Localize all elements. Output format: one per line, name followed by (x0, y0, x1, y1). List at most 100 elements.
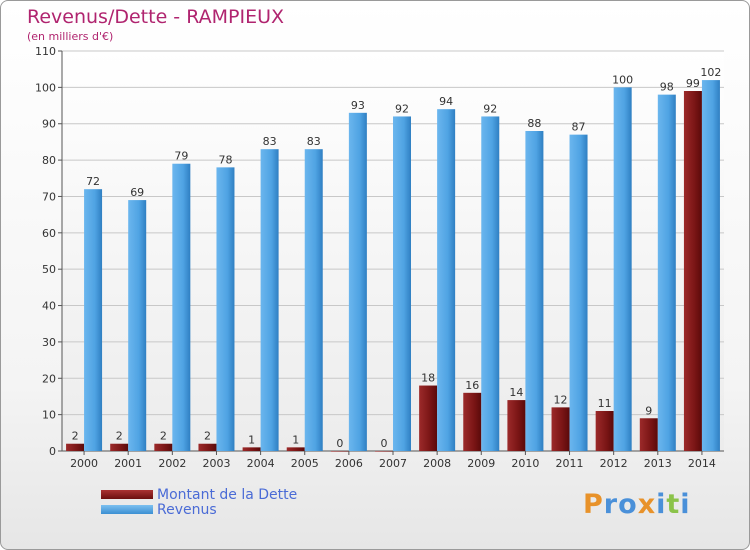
bar-revenus (216, 167, 235, 451)
legend-item-revenus: Revenus (101, 501, 297, 518)
y-tick-label: 10 (42, 409, 56, 422)
bar-revenus (172, 163, 191, 451)
data-label-revenus: 98 (660, 81, 674, 94)
bar-revenus (525, 131, 544, 451)
x-tick-label: 2002 (158, 457, 186, 470)
bar-dette (66, 443, 85, 451)
bar-dette (551, 407, 570, 451)
data-label-dette: 11 (598, 397, 612, 410)
y-tick-label: 20 (42, 372, 56, 385)
bar-dette (110, 443, 129, 451)
proxiti-logo: Proxiti (583, 489, 691, 520)
x-tick-label: 2005 (291, 457, 319, 470)
x-tick-label: 2010 (511, 457, 539, 470)
data-label-dette: 2 (116, 430, 123, 443)
logo-letter: o (618, 489, 638, 520)
bar-dette (463, 392, 482, 451)
chart-title: Revenus/Dette - RAMPIEUX (27, 6, 285, 28)
data-label-dette: 2 (72, 430, 79, 443)
bar-revenus (613, 87, 632, 451)
bar-dette (419, 385, 438, 451)
bar-revenus (128, 200, 147, 451)
legend-swatch-dette (101, 490, 153, 499)
bar-revenus (481, 116, 500, 452)
data-label-revenus: 93 (351, 99, 365, 112)
data-label-dette: 16 (465, 379, 479, 392)
data-label-dette: 18 (421, 372, 435, 385)
bar-revenus (437, 109, 456, 451)
logo-letter: i (680, 489, 691, 520)
data-label-dette: 99 (686, 77, 700, 90)
bar-dette (242, 447, 261, 451)
x-tick-label: 2009 (467, 457, 495, 470)
x-tick-label: 2012 (600, 457, 628, 470)
bar-revenus (304, 149, 323, 451)
data-label-dette: 9 (645, 404, 652, 417)
chart-subtitle: (en milliers d'€) (27, 30, 114, 43)
data-label-revenus: 79 (174, 150, 188, 163)
data-label-revenus: 78 (218, 153, 232, 166)
bar-dette (507, 400, 526, 451)
x-tick-label: 2003 (202, 457, 230, 470)
y-tick-label: 70 (42, 190, 56, 203)
logo-letter: r (603, 489, 619, 520)
data-label-dette: 1 (248, 433, 255, 446)
bar-revenus (348, 112, 367, 452)
data-label-revenus: 83 (307, 135, 321, 148)
x-tick-label: 2001 (114, 457, 142, 470)
bar-revenus (84, 189, 103, 451)
legend-label-revenus: Revenus (157, 501, 217, 518)
bar-dette (683, 91, 702, 451)
legend: Montant de la Dette Revenus (101, 486, 298, 518)
data-label-dette: 0 (336, 437, 343, 450)
data-label-dette: 14 (509, 386, 523, 399)
x-tick-label: 2000 (70, 457, 98, 470)
y-tick-label: 110 (35, 45, 56, 58)
legend-swatch-revenus (101, 505, 153, 514)
y-tick-label: 50 (42, 263, 56, 276)
y-tick-label: 40 (42, 300, 56, 313)
bar-dette (375, 451, 393, 452)
data-label-revenus: 69 (130, 186, 144, 199)
data-label-dette: 1 (292, 433, 299, 446)
bar-revenus (657, 94, 676, 452)
data-label-dette: 0 (381, 437, 388, 450)
data-label-revenus: 87 (572, 121, 586, 134)
x-tick-label: 2006 (335, 457, 363, 470)
data-label-revenus: 100 (612, 73, 633, 86)
bar-revenus (701, 80, 720, 451)
data-label-revenus: 88 (527, 117, 541, 130)
data-label-dette: 12 (554, 393, 568, 406)
y-tick-label: 90 (42, 118, 56, 131)
bar-dette (286, 447, 305, 451)
bar-revenus (260, 149, 279, 451)
data-label-revenus: 83 (263, 135, 277, 148)
y-tick-label: 0 (49, 445, 56, 458)
data-label-revenus: 72 (86, 175, 100, 188)
data-label-revenus: 102 (700, 66, 721, 79)
x-tick-label: 2004 (247, 457, 275, 470)
logo-letter: i (656, 489, 667, 520)
bar-dette (198, 443, 217, 451)
x-tick-label: 2008 (423, 457, 451, 470)
data-label-revenus: 92 (395, 102, 409, 115)
logo-letter: t (666, 489, 681, 520)
y-tick-label: 80 (42, 154, 56, 167)
y-tick-label: 60 (42, 227, 56, 240)
x-tick-label: 2013 (644, 457, 672, 470)
legend-item-dette: Montant de la Dette (101, 486, 298, 503)
legend-label-dette: Montant de la Dette (157, 486, 298, 503)
data-label-dette: 2 (160, 430, 167, 443)
data-label-revenus: 94 (439, 95, 453, 108)
y-tick-label: 30 (42, 336, 56, 349)
bar-dette (330, 451, 349, 452)
x-tick-label: 2011 (556, 457, 584, 470)
logo-letter: P (583, 489, 604, 520)
bar-revenus (393, 116, 411, 452)
bar-revenus (569, 134, 588, 452)
bar-dette (595, 411, 614, 451)
bar-dette (154, 443, 173, 451)
x-tick-label: 2014 (688, 457, 716, 470)
